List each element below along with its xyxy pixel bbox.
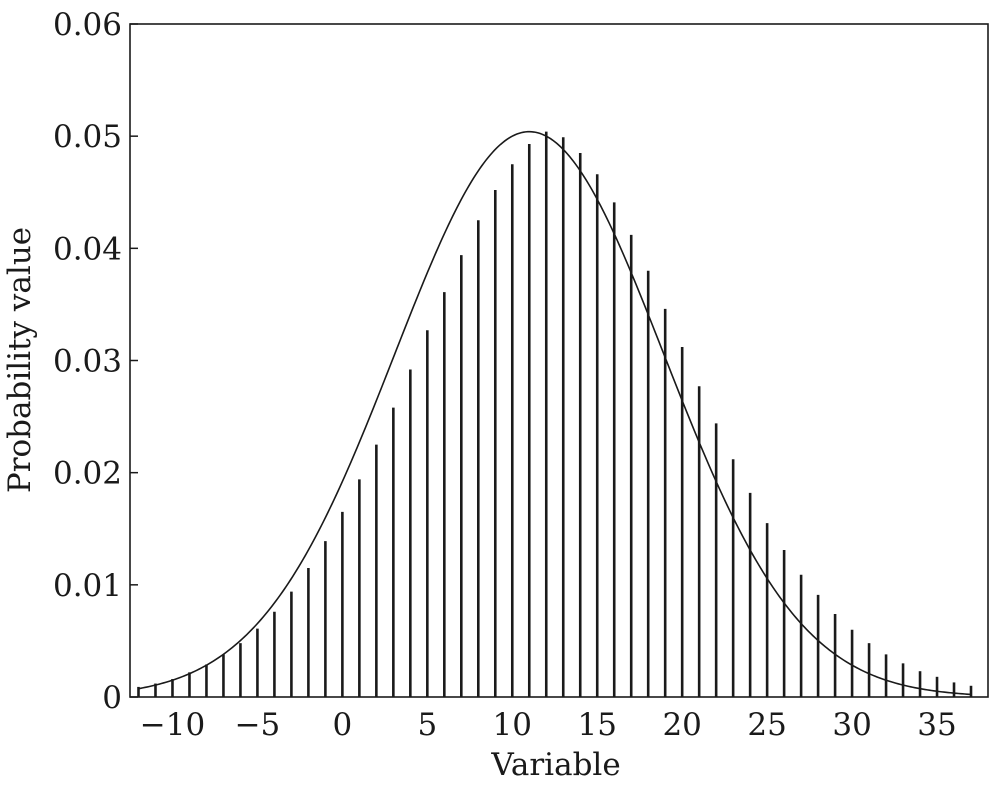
y-tick-label: 0 <box>102 680 122 716</box>
x-tick-label: 35 <box>917 707 956 743</box>
x-tick-label: −5 <box>235 707 281 743</box>
y-tick-label: 0.02 <box>53 456 122 492</box>
y-tick-label: 0.04 <box>53 231 122 267</box>
density-curve <box>138 130 972 696</box>
x-tick-label: 30 <box>832 707 871 743</box>
y-tick-label: 0.03 <box>53 344 122 380</box>
x-tick-label: −10 <box>140 707 205 743</box>
y-tick-label: 0.01 <box>53 568 122 604</box>
x-tick-label: 15 <box>578 707 617 743</box>
x-tick-label: 25 <box>747 707 786 743</box>
x-tick-label: 0 <box>333 707 353 743</box>
y-tick-label: 0.05 <box>53 119 122 155</box>
x-tick-label: 5 <box>417 707 437 743</box>
y-axis-title: Probability value <box>2 227 38 493</box>
y-tick-label: 0.06 <box>53 7 122 43</box>
y-axis-ticks: 0 0.01 0.02 0.03 0.04 0.05 0.06 <box>53 7 138 716</box>
x-axis-ticks: −10 −5 0 5 10 15 20 25 30 35 <box>140 689 957 743</box>
x-tick-label: 10 <box>493 707 532 743</box>
x-tick-label: 20 <box>662 707 701 743</box>
x-axis-title: Variable <box>490 747 620 783</box>
probability-stems <box>137 131 973 697</box>
plot-frame <box>129 23 989 698</box>
